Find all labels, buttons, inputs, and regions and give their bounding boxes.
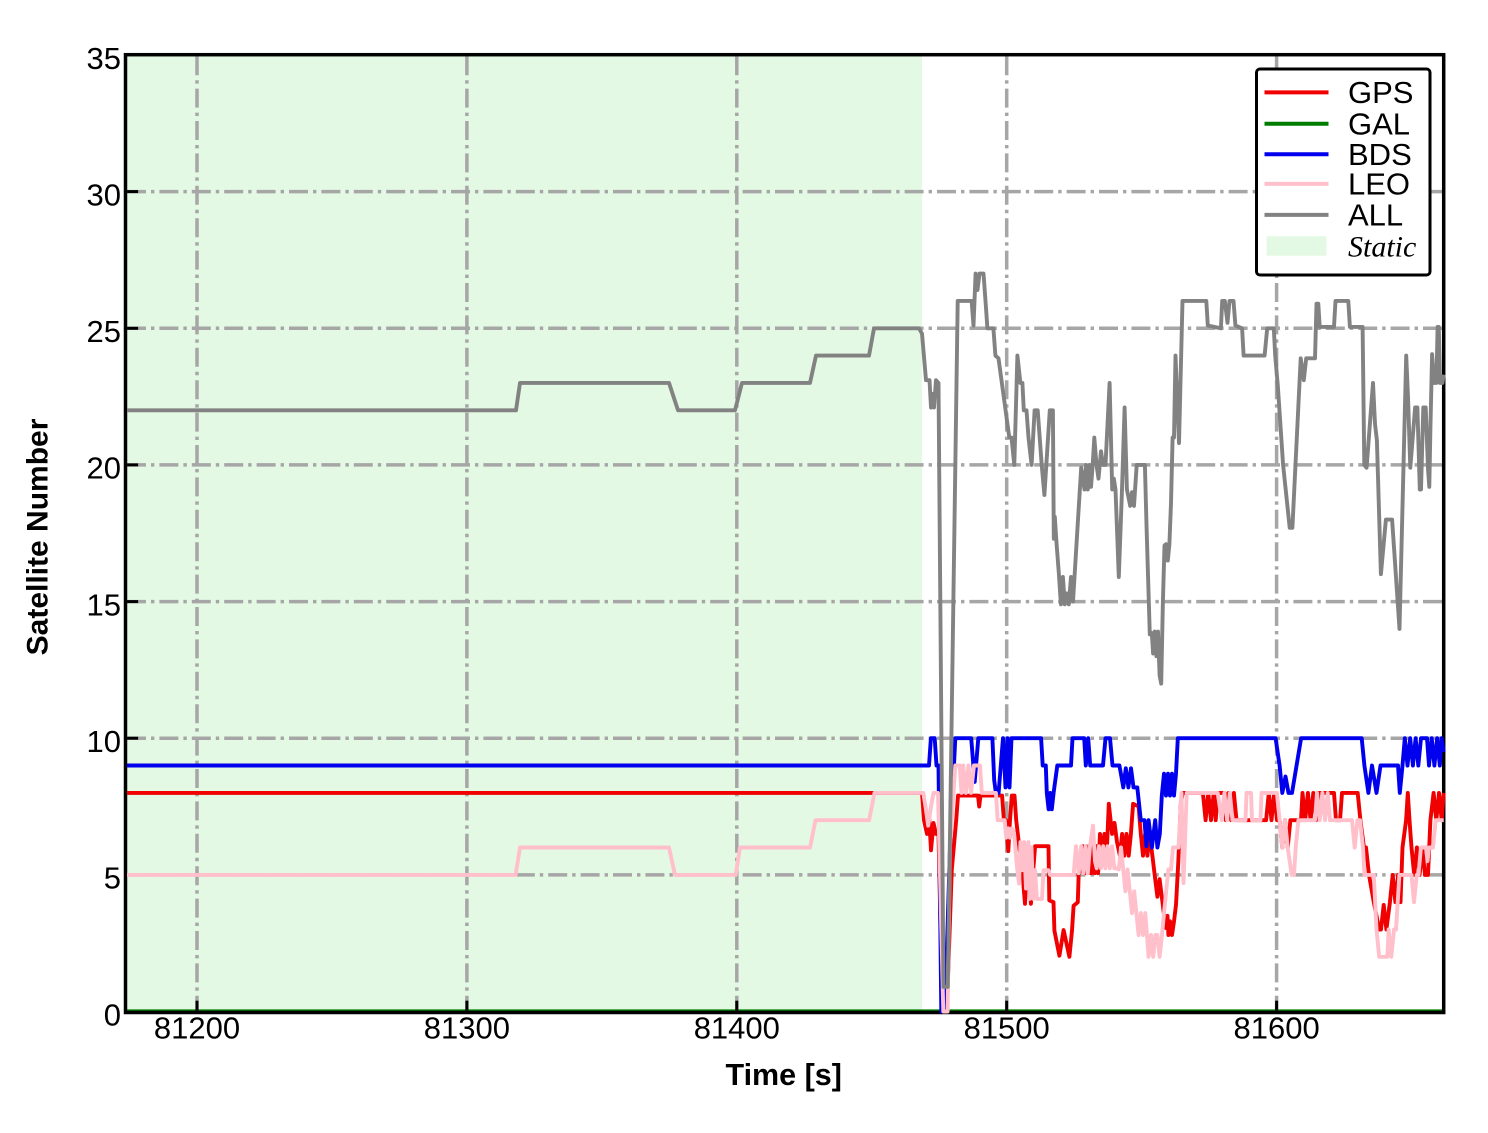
svg-text:ALL: ALL bbox=[1348, 198, 1403, 233]
svg-text:BDS: BDS bbox=[1348, 137, 1412, 172]
svg-text:20: 20 bbox=[87, 451, 121, 486]
svg-text:30: 30 bbox=[87, 177, 121, 212]
svg-text:0: 0 bbox=[104, 997, 121, 1032]
svg-text:25: 25 bbox=[87, 314, 121, 349]
svg-text:Satellite Number: Satellite Number bbox=[22, 418, 55, 655]
svg-text:Time [s]: Time [s] bbox=[726, 1058, 842, 1092]
svg-text:81400: 81400 bbox=[694, 1011, 780, 1046]
svg-text:GPS: GPS bbox=[1348, 75, 1413, 110]
svg-text:Static: Static bbox=[1348, 231, 1416, 264]
svg-text:81600: 81600 bbox=[1233, 1011, 1319, 1046]
svg-text:5: 5 bbox=[104, 861, 121, 896]
svg-text:81300: 81300 bbox=[424, 1011, 510, 1046]
svg-text:81500: 81500 bbox=[964, 1011, 1050, 1046]
svg-text:15: 15 bbox=[87, 587, 121, 622]
svg-text:GAL: GAL bbox=[1348, 106, 1410, 141]
svg-text:35: 35 bbox=[87, 41, 121, 76]
svg-text:81200: 81200 bbox=[154, 1011, 240, 1046]
svg-text:LEO: LEO bbox=[1348, 167, 1410, 202]
svg-text:10: 10 bbox=[87, 724, 121, 759]
